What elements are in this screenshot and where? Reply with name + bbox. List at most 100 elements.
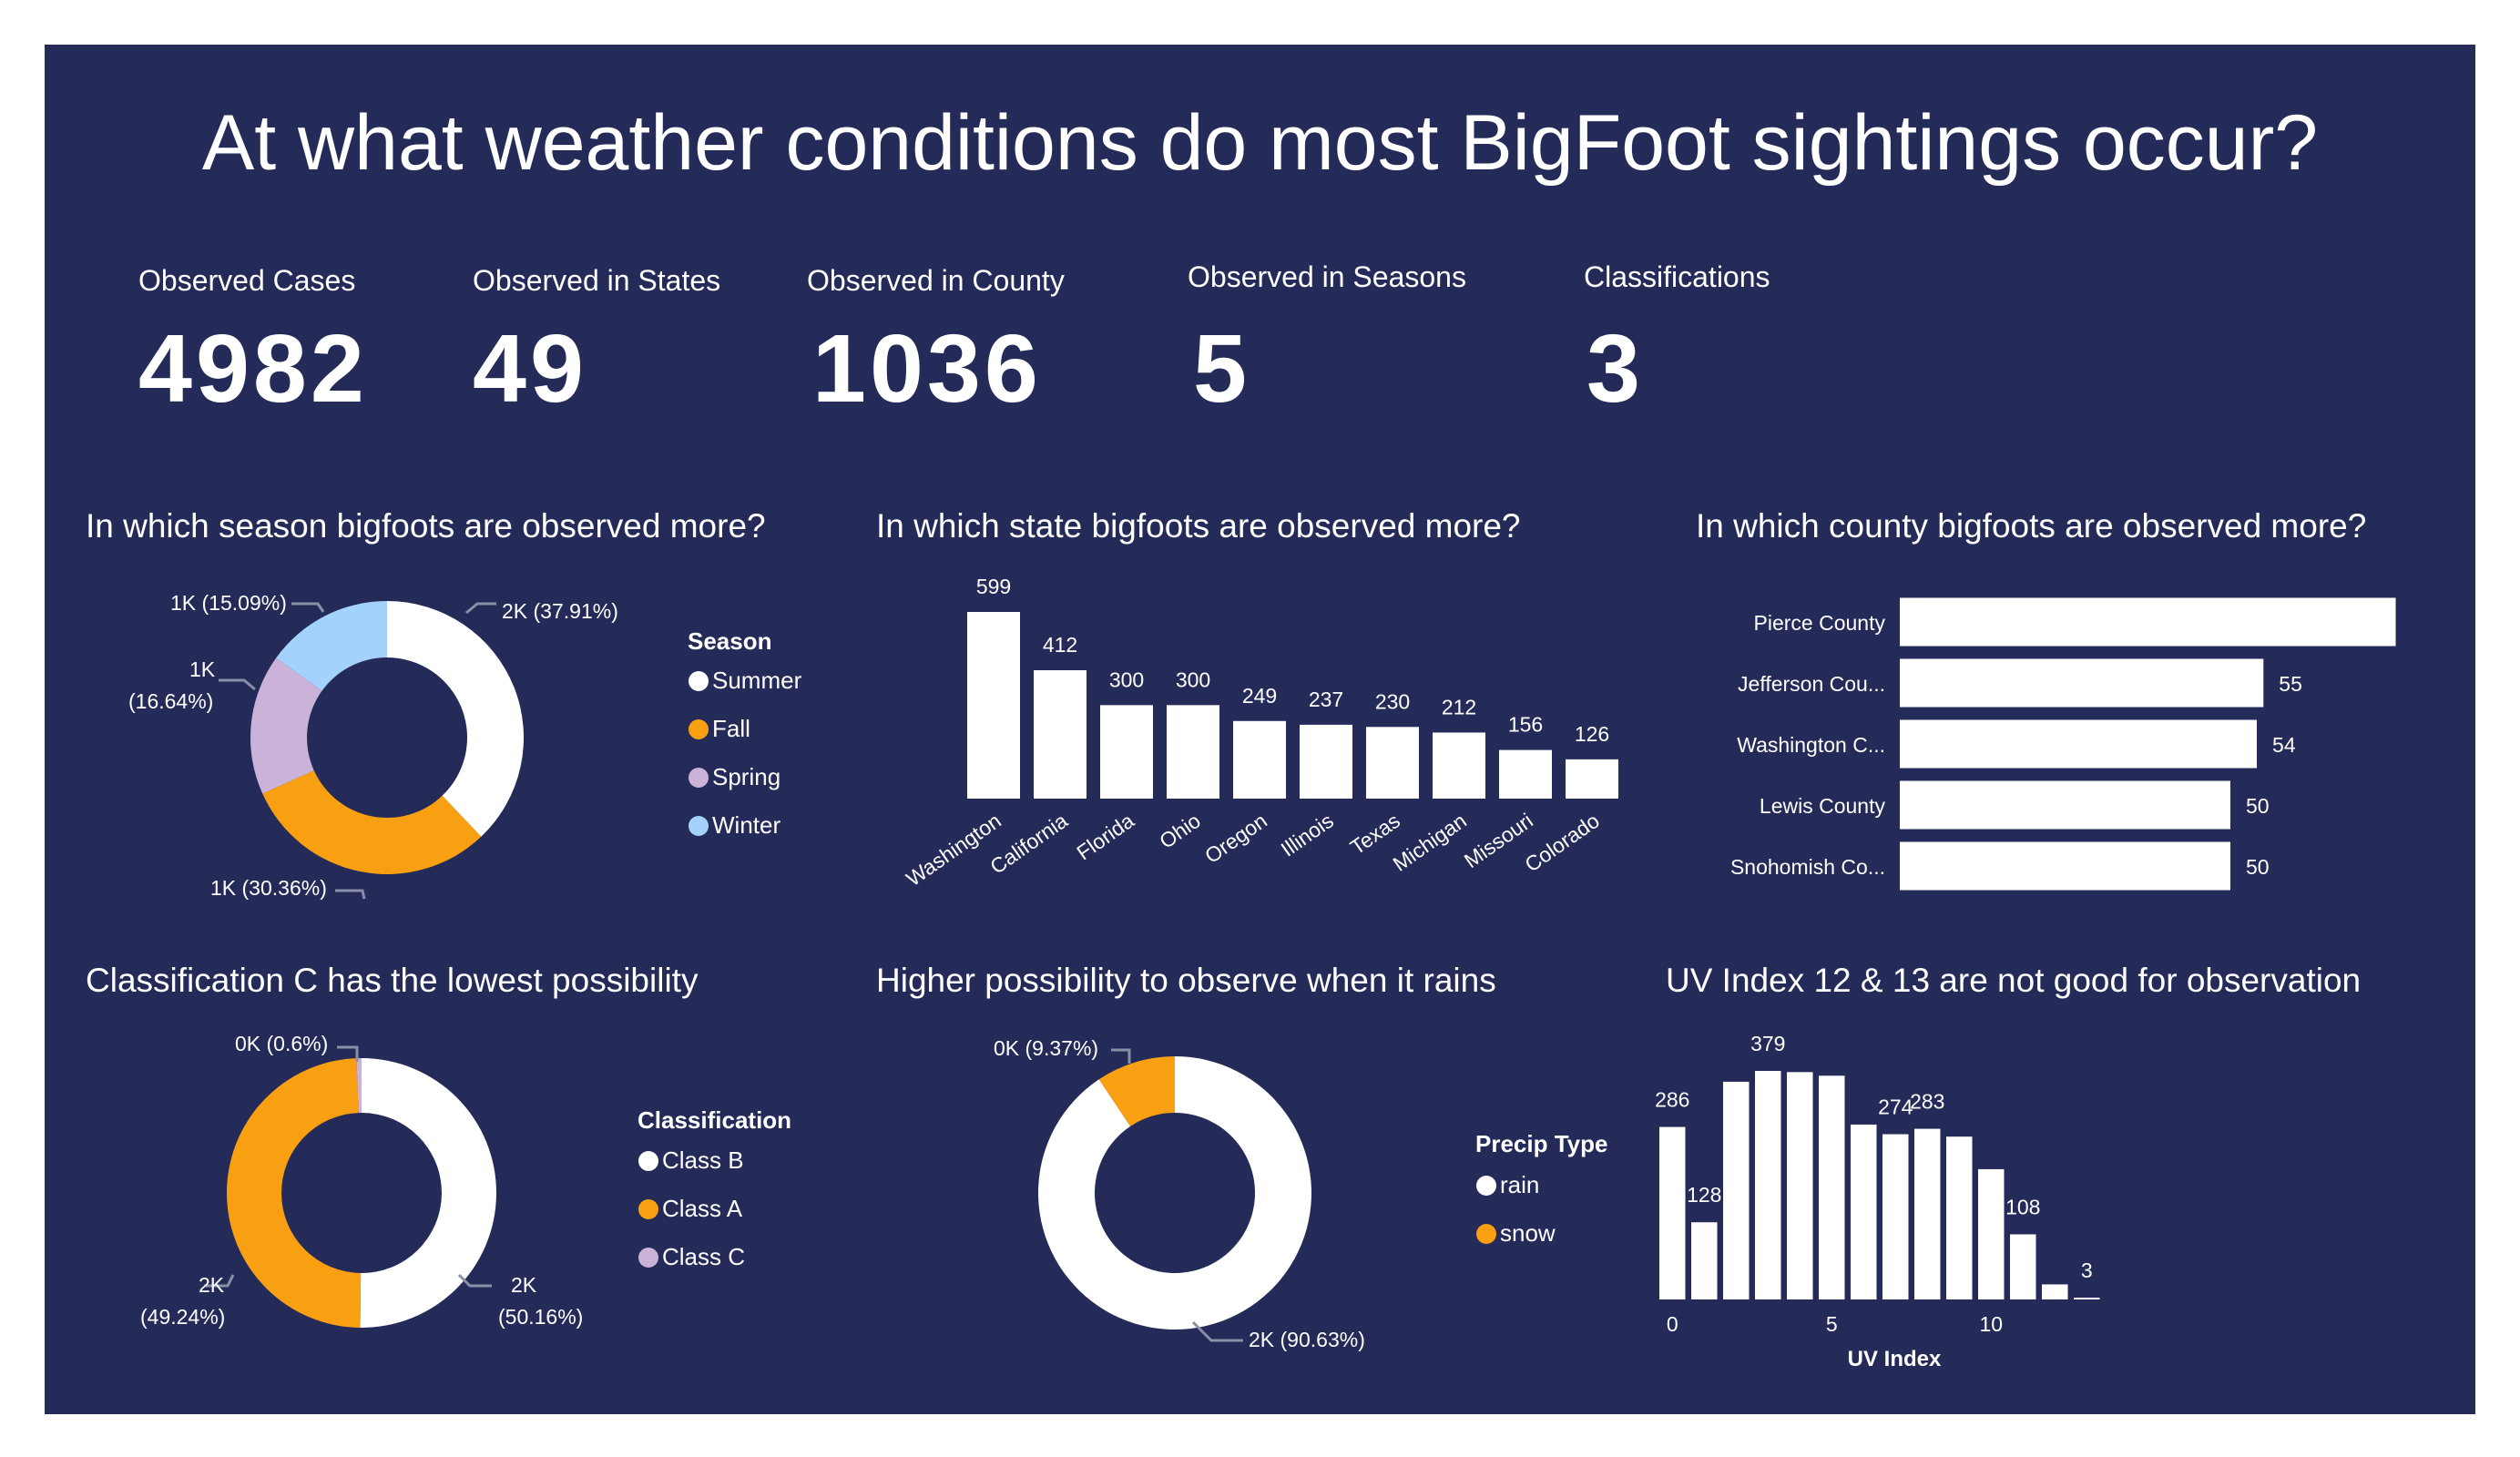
- season-slice-summer: [387, 601, 524, 837]
- classification-slice-class-c: [356, 1058, 362, 1114]
- legend-dot-icon: [1476, 1223, 1496, 1244]
- county-axis-label: Jefferson Cou...: [1738, 672, 1885, 696]
- state-axis-label: Florida: [1072, 809, 1138, 865]
- kpi-value-county: 1036: [812, 315, 1042, 423]
- uv-bar: [2010, 1234, 2036, 1299]
- state-bar: [1433, 732, 1485, 799]
- leader-line: [335, 889, 366, 900]
- state-value-label: 156: [1508, 713, 1543, 737]
- season-label-spring-percent: (16.64%): [128, 689, 214, 713]
- legend-dot-icon: [1476, 1175, 1496, 1196]
- leader-line: [337, 1045, 359, 1062]
- class-label-b-percent: (50.16%): [498, 1305, 584, 1329]
- state-value-label: 230: [1375, 689, 1410, 713]
- season-label-summer: 2K (37.91%): [502, 599, 618, 623]
- class-legend-title: Classification: [638, 1106, 792, 1134]
- class-label-a-percent: (49.24%): [140, 1305, 226, 1329]
- uv-bar: [1691, 1222, 1718, 1299]
- legend-label: Class C: [662, 1243, 746, 1270]
- county-chart-title: In which county bigfoots are observed mo…: [1696, 507, 2367, 545]
- precip-slice-snow: [1098, 1056, 1175, 1126]
- state-chart-title: In which state bigfoots are observed mor…: [876, 507, 1521, 545]
- legend-label: Summer: [712, 667, 802, 694]
- legend-item-class-a[interactable]: Class A: [638, 1195, 742, 1223]
- season-chart-title: In which season bigfoots are observed mo…: [86, 507, 766, 545]
- state-value-label: 126: [1575, 722, 1609, 746]
- legend-dot-icon: [689, 767, 709, 788]
- legend-item-class-c[interactable]: Class C: [638, 1243, 745, 1271]
- leader-line: [219, 678, 256, 691]
- county-bar: [1900, 841, 2230, 891]
- county-axis-label: Washington C...: [1737, 733, 1885, 757]
- county-bar: [1900, 780, 2230, 830]
- legend-dot-icon: [689, 815, 709, 836]
- legend-dot-icon: [689, 670, 709, 691]
- uv-value-label: 283: [1910, 1090, 1944, 1114]
- county-value-label: 50: [2246, 855, 2270, 879]
- state-axis-label: Michigan: [1389, 809, 1471, 876]
- leader-line: [1111, 1048, 1131, 1064]
- uv-axis-tick: 5: [1826, 1312, 1838, 1336]
- state-bar: [1366, 727, 1419, 799]
- leader-line: [204, 1274, 235, 1288]
- legend-label: rain: [1500, 1171, 1540, 1198]
- legend-item-rain[interactable]: rain: [1476, 1171, 1539, 1199]
- kpi-label-states: Observed in States: [473, 264, 721, 297]
- class-label-b-value: 2K: [511, 1273, 537, 1297]
- state-axis-label: Illinois: [1277, 809, 1338, 861]
- uv-value-label: 379: [1750, 1032, 1785, 1055]
- class-label-c: 0K (0.6%): [235, 1032, 329, 1055]
- state-value-label: 599: [976, 575, 1011, 598]
- state-bar: [1300, 724, 1352, 799]
- precip-legend-title: Precip Type: [1475, 1130, 1608, 1157]
- state-bar: [1167, 705, 1219, 799]
- state-axis-label: Ohio: [1155, 809, 1205, 853]
- kpi-label-seasons: Observed in Seasons: [1188, 260, 1466, 293]
- uv-bar: [1914, 1128, 1941, 1299]
- kpi-value-seasons: 5: [1193, 315, 1250, 423]
- state-value-label: 412: [1043, 633, 1077, 657]
- leader-line: [291, 602, 325, 613]
- leader-line: [457, 1273, 492, 1288]
- leader-line: [1191, 1320, 1243, 1342]
- legend-item-class-b[interactable]: Class B: [638, 1146, 744, 1175]
- classification-slice-class-a: [226, 1058, 362, 1328]
- uv-bar: [1787, 1072, 1813, 1299]
- uv-bar: [1819, 1075, 1845, 1299]
- state-value-label: 212: [1442, 695, 1476, 718]
- precip-label-rain: 2K (90.63%): [1249, 1328, 1365, 1351]
- county-axis-label: Pierce County: [1754, 611, 1886, 635]
- uv-bar: [1946, 1136, 1973, 1299]
- legend-label: Fall: [712, 715, 750, 742]
- state-value-label: 300: [1109, 667, 1144, 691]
- legend-item-snow[interactable]: snow: [1476, 1219, 1556, 1248]
- uv-bar: [1659, 1126, 1686, 1299]
- legend-item-fall[interactable]: Fall: [689, 715, 750, 743]
- uv-bar: [2074, 1298, 2100, 1299]
- uv-axis-tick: 10: [1979, 1312, 2003, 1336]
- state-axis-label: Colorado: [1520, 809, 1603, 877]
- leader-line: [465, 602, 496, 615]
- county-value-label: 54: [2272, 733, 2296, 757]
- county-bar: [1900, 658, 2264, 708]
- kpi-value-cases: 4982: [138, 315, 368, 423]
- legend-item-spring[interactable]: Spring: [689, 763, 780, 791]
- county-bar: [1900, 597, 2396, 647]
- legend-dot-icon: [638, 1198, 658, 1219]
- season-legend-title: Season: [688, 627, 772, 655]
- legend-label: Class B: [662, 1146, 744, 1174]
- state-value-label: 237: [1309, 688, 1343, 711]
- kpi-label-classifications: Classifications: [1584, 260, 1770, 293]
- legend-item-summer[interactable]: Summer: [689, 667, 801, 695]
- uv-chart-title: UV Index 12 & 13 are not good for observ…: [1666, 962, 2362, 999]
- uv-bar: [1723, 1081, 1750, 1299]
- season-slice-spring: [250, 657, 322, 794]
- county-axis-label: Lewis County: [1760, 794, 1886, 818]
- county-axis-label: Snohomish Co...: [1730, 855, 1885, 879]
- legend-label: snow: [1500, 1219, 1556, 1247]
- legend-item-winter[interactable]: Winter: [689, 811, 780, 840]
- state-bar: [1034, 669, 1087, 799]
- county-value-label: 50: [2246, 794, 2270, 818]
- uv-value-label: 108: [2005, 1195, 2040, 1218]
